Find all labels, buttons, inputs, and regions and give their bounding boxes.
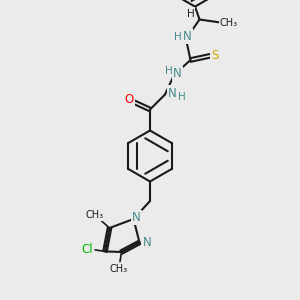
Text: CH₃: CH₃: [85, 210, 103, 220]
Text: S: S: [211, 49, 218, 62]
Text: N: N: [168, 86, 177, 100]
Text: N: N: [142, 236, 152, 249]
Text: O: O: [124, 92, 134, 106]
Text: N: N: [173, 67, 182, 80]
Text: Cl: Cl: [81, 243, 93, 256]
Text: CH₃: CH₃: [110, 264, 128, 274]
Text: N: N: [132, 211, 141, 224]
Text: H: H: [178, 92, 185, 103]
Text: H: H: [187, 8, 194, 19]
Text: H: H: [165, 66, 172, 76]
Text: H: H: [174, 32, 182, 43]
Text: CH₃: CH₃: [220, 17, 238, 28]
Text: N: N: [183, 29, 192, 43]
